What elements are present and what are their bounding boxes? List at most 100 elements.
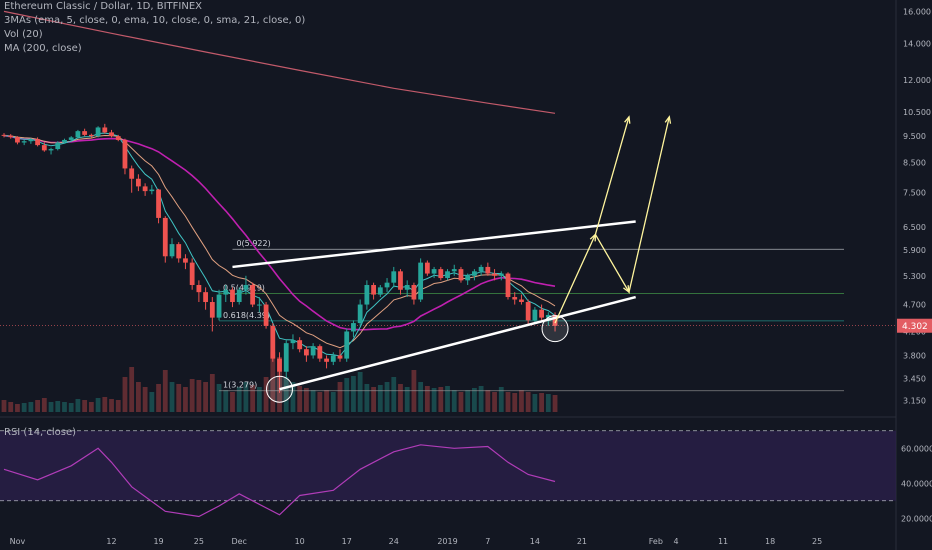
volume-bar [142,387,148,412]
volume-bar [391,377,397,412]
volume-bar [149,392,155,412]
volume-bar [364,384,370,412]
volume-bar [384,382,390,412]
candle-body [68,137,74,140]
candle-body [189,262,195,286]
volume-bar [230,392,235,412]
sma21-line [3,134,556,331]
volume-bar [35,400,40,412]
candle-body [283,343,289,372]
candle-body [458,269,464,281]
volume-bar [472,388,477,412]
volume-bar [28,402,34,412]
candle-body [384,282,390,288]
volume-bar [189,379,195,412]
volume-bar [68,403,74,412]
candle-body [216,294,222,318]
price-tick-label: 8.500 [903,159,926,168]
candle-body [162,217,168,257]
candle-body [431,269,437,274]
candle-body [411,285,417,300]
legend-3mas[interactable]: 3MAs (ema, 5, close, 0, ema, 10, close, … [4,15,306,26]
candle-body [478,266,484,272]
touch-circle-low [266,375,294,403]
projection-arrowhead [624,115,631,124]
candle-body [465,275,471,281]
time-tick-label: 14 [530,537,540,546]
volume-bar [21,403,27,412]
time-tick-label: 21 [577,537,587,546]
symbol-title[interactable]: Ethereum Classic / Dollar, 1D, BITFINEX [4,1,203,12]
time-tick-label: 25 [812,537,822,546]
volume-bar [532,394,538,412]
channel-lower-line [279,295,636,391]
candle-body [196,285,202,293]
price-tick-label: 16.000 [903,7,931,16]
projection-path [594,116,670,294]
candle-body [209,302,215,318]
volume-bar [545,394,551,412]
legend-ma200[interactable]: MA (200, close) [4,43,82,54]
candle-body [297,340,303,350]
volume-bars [1,352,558,412]
candle-body [28,139,34,142]
candle-body [377,287,383,295]
time-tick-label: 4 [673,537,678,546]
volume-bar [344,378,350,412]
volume-bar [357,372,363,412]
volume-bar [209,374,215,412]
candle-body [149,189,155,192]
volume-bar [8,402,14,412]
candle-body [102,127,108,133]
volume-bar [15,404,20,412]
ma200-line [3,10,556,114]
volume-bar [431,388,437,412]
candle-body [552,314,558,326]
price-tick-label: 14.000 [903,39,931,48]
candle-body [1,134,7,136]
candle-body [183,258,188,263]
candle-body [330,355,336,362]
candle-body [310,346,316,356]
fib-level-label: 0.618(4.39) [223,311,270,320]
price-tick-label: 7.500 [903,189,926,198]
candle-body [324,358,329,362]
volume-bar [525,392,531,412]
candle-body [451,269,457,272]
candle-body [512,297,518,300]
candle-body [15,137,20,143]
volume-bar [62,402,67,412]
axes: 16.000 14.000 12.000 10.500 9.500 8.500 7.500 6… [10,7,932,546]
volume-bar [297,386,303,412]
volume-bar [283,377,289,412]
candle-body [8,135,14,138]
legend-volume[interactable]: Vol (20) [4,29,43,40]
candle-body [236,289,242,303]
price-tick-label: 5.300 [903,272,926,281]
time-tick-label: Dec [231,537,246,546]
volume-bar [122,377,128,412]
candle-body [256,304,262,306]
volume-bar [263,377,269,412]
candle-body [539,309,544,318]
volume-bar [512,393,518,412]
candle-body [445,271,450,279]
candle-body [203,292,208,303]
volume-bar [196,380,202,412]
candle-body [519,299,524,303]
volume-bar [424,386,430,412]
candle-body [129,168,135,179]
fib-level-label: 0(5.922) [236,239,270,248]
time-tick-label: 19 [153,537,163,546]
candle-body [498,273,504,276]
candle-body [48,149,54,151]
candle-body [472,271,477,276]
rsi-tick-label: 20.0000 [901,514,932,523]
volume-bar [270,352,276,412]
volume-bar [48,402,54,412]
price-tick-label: 12.000 [903,76,931,85]
volume-bar [310,390,316,412]
price-tick-label: 4.700 [903,301,926,310]
legend-rsi[interactable]: RSI (14, close) [4,427,77,438]
